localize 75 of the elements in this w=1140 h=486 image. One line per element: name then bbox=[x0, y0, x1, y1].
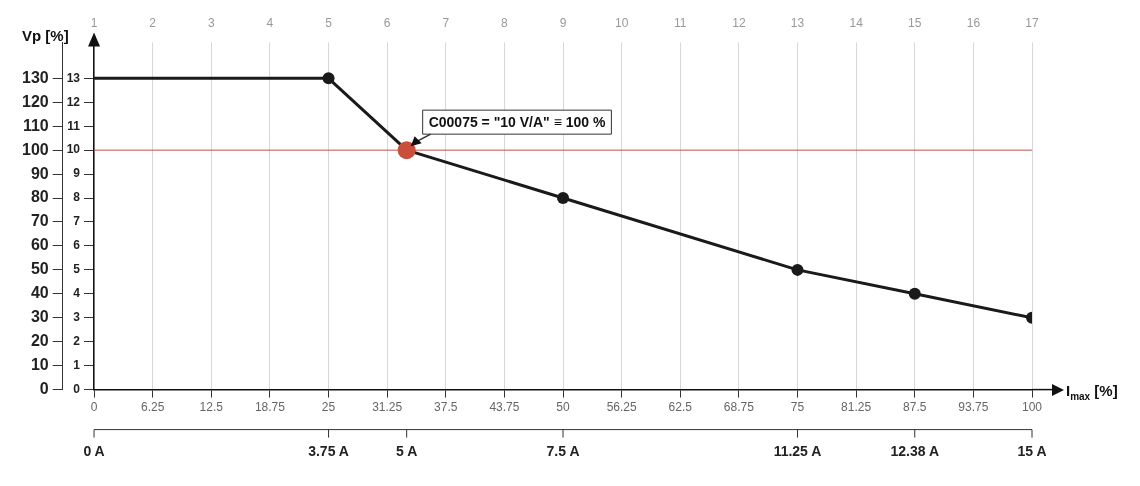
annotation: 5 A bbox=[396, 443, 418, 460]
x2-tick-label: 8 bbox=[501, 15, 509, 30]
y2-tick-label: 8 bbox=[73, 190, 81, 205]
x2-tick-label: 16 bbox=[966, 15, 981, 30]
y-tick-label: 20 bbox=[30, 332, 49, 350]
x2-tick-label: 15 bbox=[908, 15, 922, 30]
x-tick-label: 25 bbox=[321, 400, 336, 415]
x-tick-label: 93.75 bbox=[958, 400, 989, 415]
x-tick-label: 6.25 bbox=[140, 400, 165, 415]
annotation: C00075 = "10 V/A" ≡ 100 % bbox=[428, 114, 606, 131]
y-tick-label: 120 bbox=[21, 92, 49, 110]
y2-tick-label: 9 bbox=[73, 166, 81, 181]
y2-tick-label: 7 bbox=[73, 214, 81, 229]
y2-tick-label: 0 bbox=[73, 381, 81, 396]
y-tick-label: 40 bbox=[30, 284, 49, 302]
x2-tick-label: 7 bbox=[442, 15, 450, 30]
y2-tick-label: 13 bbox=[66, 70, 81, 85]
x-tick-label: 62.5 bbox=[668, 400, 693, 415]
x2-tick-label: 14 bbox=[849, 15, 864, 30]
point bbox=[791, 263, 804, 276]
y2-tick-label: 10 bbox=[66, 142, 81, 157]
y2-tick-label: 6 bbox=[73, 238, 81, 253]
x-tick-label: 87.5 bbox=[903, 400, 927, 415]
x-tick-label: 75 bbox=[790, 400, 805, 415]
x-tick-label: 68.75 bbox=[723, 400, 755, 415]
x2-tick-label: 2 bbox=[149, 15, 157, 30]
annotation: 15 A bbox=[1017, 443, 1047, 460]
y-tick-label: 130 bbox=[21, 68, 49, 86]
annotation: 11.25 A bbox=[773, 443, 822, 460]
y-axis-title: Vp [%] bbox=[22, 27, 69, 45]
x2-tick-label: 13 bbox=[790, 15, 805, 30]
annotation: 12.38 A bbox=[890, 443, 940, 460]
y2-tick-label: 5 bbox=[73, 262, 81, 277]
x-tick-label: 31.25 bbox=[372, 400, 403, 415]
y-tick-label: 10 bbox=[30, 356, 49, 374]
y-tick-label: 110 bbox=[22, 116, 49, 134]
y2-tick-label: 2 bbox=[73, 334, 81, 349]
annotation: 7.5 A bbox=[546, 443, 580, 460]
x2-tick-label: 6 bbox=[383, 15, 391, 30]
x2-tick-label: 12 bbox=[732, 15, 746, 30]
x2-tick-label: 9 bbox=[559, 15, 567, 30]
x-tick-label: 12.5 bbox=[199, 400, 224, 415]
y-tick-label: 80 bbox=[30, 188, 49, 206]
x2-tick-label: 3 bbox=[207, 15, 215, 30]
y-tick-label: 30 bbox=[30, 308, 49, 326]
x-tick-label: 50 bbox=[556, 400, 571, 415]
annotation: 0 A bbox=[83, 443, 105, 460]
x2-tick-label: 4 bbox=[266, 15, 274, 30]
x-tick-label: 37.5 bbox=[434, 400, 458, 415]
y2-tick-label: 1 bbox=[73, 357, 81, 372]
point bbox=[557, 192, 570, 205]
x-tick-label: 81.25 bbox=[841, 400, 872, 415]
x2-tick-label: 10 bbox=[614, 15, 629, 30]
x2-tick-label: 1 bbox=[90, 15, 98, 30]
y-tick-label: 0 bbox=[39, 380, 49, 398]
y-tick-label: 100 bbox=[21, 140, 49, 158]
x-tick-label: 18.75 bbox=[254, 400, 286, 415]
point bbox=[322, 72, 335, 85]
x-tick-label: 100 bbox=[1021, 400, 1043, 415]
x2-tick-label: 17 bbox=[1025, 15, 1039, 30]
y-tick-label: 60 bbox=[30, 236, 49, 254]
y2-tick-label: 3 bbox=[73, 310, 81, 325]
y2-tick-label: 4 bbox=[73, 286, 81, 301]
y-tick-label: 50 bbox=[30, 260, 49, 278]
x2-tick-label: 11 bbox=[674, 15, 687, 30]
x2-tick-label: 5 bbox=[325, 15, 333, 30]
x-tick-label: 56.25 bbox=[606, 400, 637, 415]
y-tick-label: 70 bbox=[30, 212, 49, 230]
y-tick-label: 90 bbox=[30, 164, 49, 182]
point bbox=[908, 287, 921, 300]
x-tick-label: 43.75 bbox=[489, 400, 520, 415]
y2-tick-label: 11 bbox=[67, 118, 81, 133]
annotation: 3.75 A bbox=[308, 443, 349, 460]
x-tick-label: 0 bbox=[90, 400, 98, 415]
y2-tick-label: 12 bbox=[66, 94, 81, 109]
